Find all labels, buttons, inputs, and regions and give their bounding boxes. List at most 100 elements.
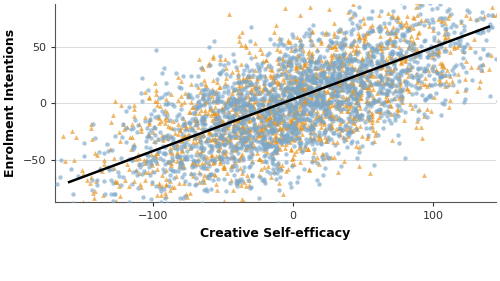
Point <box>308 94 316 99</box>
Point <box>338 86 346 91</box>
Point <box>326 81 334 85</box>
Point <box>348 41 356 45</box>
Point <box>268 109 276 114</box>
Point <box>404 40 412 44</box>
Point <box>246 148 254 153</box>
Point <box>230 97 237 101</box>
Point <box>220 126 228 131</box>
Point <box>174 202 182 207</box>
Point <box>236 92 244 96</box>
Point <box>244 102 252 106</box>
Point <box>294 115 302 120</box>
Point <box>260 98 268 102</box>
Point <box>315 62 323 66</box>
Point <box>240 123 248 127</box>
Point <box>200 101 207 105</box>
Point <box>428 44 436 48</box>
Point <box>392 83 400 87</box>
Point <box>320 83 328 88</box>
Point <box>296 89 304 94</box>
Point <box>354 90 362 95</box>
Point <box>184 132 192 137</box>
Point <box>348 96 356 101</box>
Point <box>385 30 393 35</box>
Point <box>198 126 206 131</box>
Point <box>240 68 248 72</box>
Point <box>176 160 184 165</box>
Point <box>334 72 342 77</box>
Point <box>258 133 266 137</box>
Point <box>386 53 394 57</box>
Point <box>341 70 349 74</box>
Point <box>406 46 413 51</box>
Point <box>354 111 362 116</box>
Point <box>280 123 288 128</box>
Point <box>225 122 233 126</box>
Point <box>347 130 355 135</box>
Point <box>347 42 355 47</box>
Point <box>348 67 356 71</box>
Point <box>322 77 330 82</box>
Point <box>364 93 372 97</box>
Point <box>342 85 350 89</box>
Point <box>344 116 351 120</box>
Point <box>156 185 164 190</box>
Point <box>310 87 318 92</box>
Point <box>214 122 222 126</box>
Point <box>221 104 229 108</box>
Point <box>175 155 183 160</box>
Point <box>212 105 220 109</box>
Point <box>226 74 234 79</box>
Point <box>346 88 354 92</box>
Point <box>390 38 398 43</box>
Point <box>264 140 272 145</box>
Point <box>430 95 438 99</box>
Point <box>291 75 299 80</box>
Point <box>382 67 390 71</box>
Point <box>228 70 235 74</box>
Point <box>289 121 297 125</box>
Point <box>334 90 342 94</box>
Point <box>212 115 220 120</box>
Point <box>199 97 207 101</box>
Point <box>366 60 374 64</box>
Point <box>388 13 396 18</box>
Point <box>188 160 196 165</box>
Point <box>256 91 264 96</box>
Point <box>376 73 384 78</box>
Point <box>273 72 281 76</box>
Point <box>346 71 354 75</box>
Point <box>312 49 320 53</box>
Point <box>430 76 438 81</box>
Point <box>331 61 339 65</box>
Point <box>406 23 414 28</box>
Point <box>450 71 458 76</box>
Point <box>346 130 354 134</box>
Point <box>238 130 246 134</box>
Point <box>432 6 440 10</box>
Point <box>324 203 332 207</box>
Point <box>232 134 239 139</box>
Point <box>350 121 358 125</box>
Point <box>212 168 220 173</box>
Point <box>350 116 358 121</box>
Point <box>360 44 368 48</box>
Point <box>394 108 402 112</box>
Point <box>353 100 361 105</box>
Point <box>388 25 396 29</box>
Point <box>372 70 380 74</box>
Point <box>373 79 381 83</box>
Point <box>333 92 341 97</box>
Point <box>376 64 384 69</box>
Point <box>132 157 140 161</box>
Point <box>446 13 454 17</box>
Point <box>296 135 304 139</box>
Point <box>476 56 484 60</box>
Point <box>222 113 230 117</box>
Point <box>280 80 287 85</box>
Point <box>224 60 232 65</box>
Point <box>456 39 464 44</box>
Point <box>204 63 212 67</box>
Point <box>242 45 250 49</box>
Point <box>187 154 195 158</box>
